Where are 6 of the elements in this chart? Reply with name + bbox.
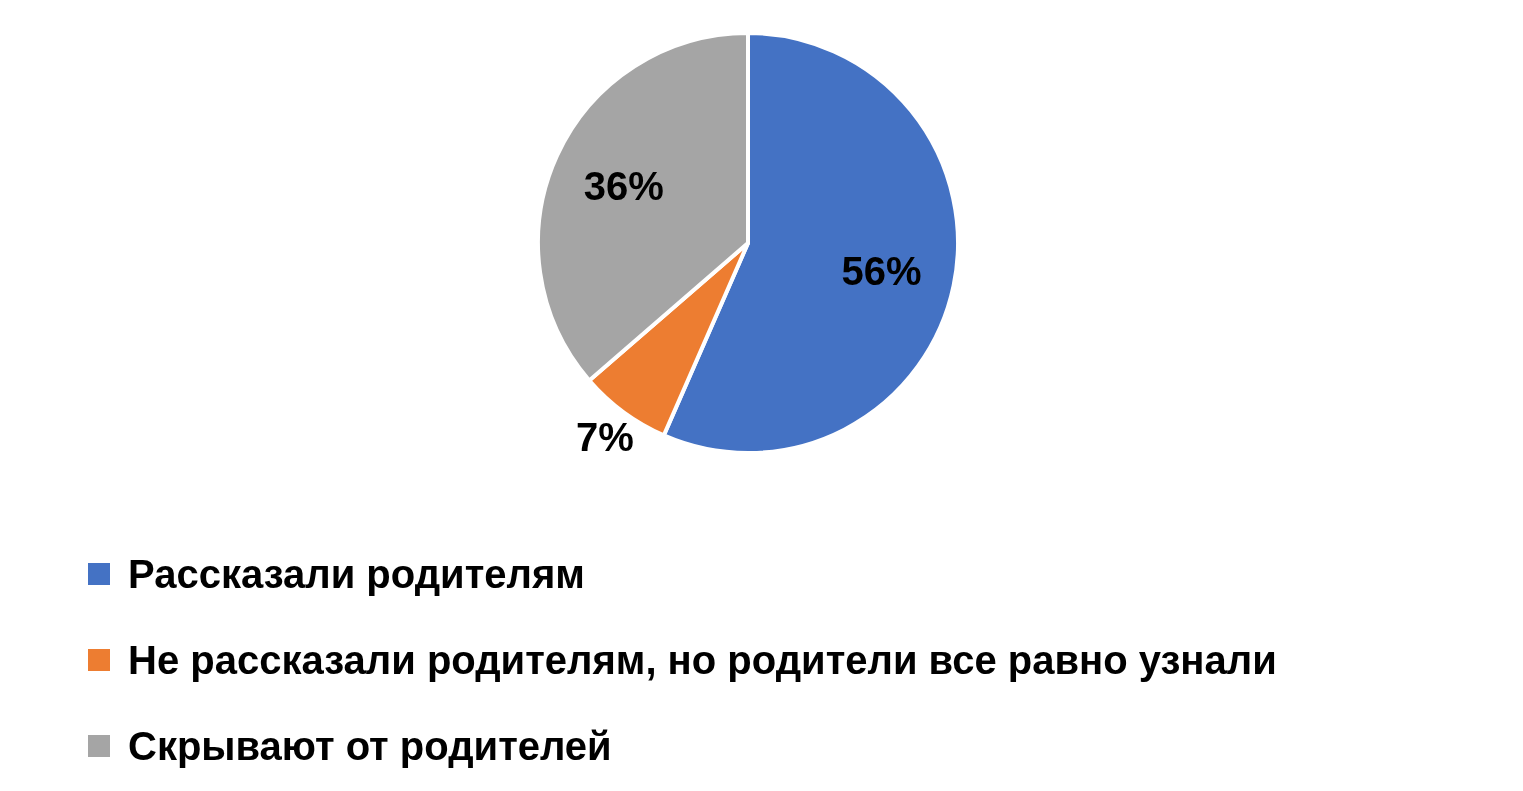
- legend-label: Скрывают от родителей: [128, 724, 612, 768]
- data-label: 7%: [575, 415, 634, 460]
- data-label: 56%: [841, 248, 922, 293]
- legend-label: Рассказали родителям: [128, 552, 585, 596]
- data-label: 36%: [583, 164, 664, 209]
- legend-label: Не рассказали родителям, но родители все равно узнали: [128, 638, 1277, 682]
